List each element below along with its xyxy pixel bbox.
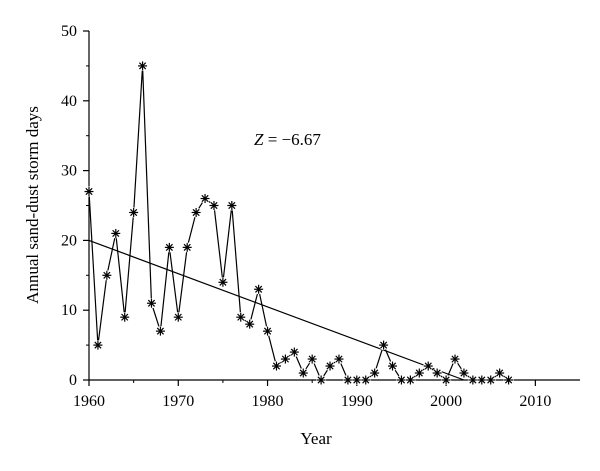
data-point [423,361,434,372]
data-point [494,368,505,379]
data-point [253,284,264,295]
x-tick-label: 1990 [341,393,373,410]
data-point [200,193,211,204]
y-tick-label: 0 [69,372,77,389]
x-ticks: 1960 1970 1980 1990 2000 2010 [73,380,551,410]
data-point [396,375,407,385]
x-tick-label: 1980 [252,393,284,410]
data-point [119,312,130,323]
trend-line [88,239,465,381]
z-value: = −6.67 [263,130,321,149]
data-point [360,375,371,385]
x-tick-label: 2010 [519,393,551,410]
x-tick-label: 1960 [73,393,105,410]
data-point [369,368,380,379]
y-tick-label: 20 [61,232,77,249]
data-point [191,207,202,218]
data-point [182,242,193,253]
data-point [289,347,300,358]
data-point [503,375,514,385]
data-point [458,368,469,379]
data-point [235,312,246,323]
data-point [485,375,496,385]
data-point [387,361,398,372]
y-ticks: 0 10 20 30 40 50 [61,23,89,389]
data-point [84,186,94,197]
data-point [405,375,416,385]
data-point [92,340,103,351]
y-tick-label: 40 [61,93,77,110]
data-point [325,361,336,372]
data-point [316,375,327,385]
y-axis-label: Annual sand-dust storm days [23,106,42,304]
data-point [467,375,478,385]
data-point [101,270,112,281]
data-point [271,361,282,372]
data-point [226,200,237,211]
series-markers [84,60,514,385]
data-point [164,242,175,253]
data-point [280,354,291,365]
data-point [476,375,487,385]
data-point [244,319,255,330]
data-point [432,368,443,379]
data-point [342,375,353,385]
data-point [307,354,318,365]
data-point [155,326,166,337]
data-point [262,326,273,337]
x-tick-label: 2000 [430,393,462,410]
data-point [351,375,362,385]
data-point [298,368,309,379]
data-point [217,277,228,288]
data-point [450,354,461,365]
y-tick-label: 10 [61,302,77,319]
data-point [173,312,184,323]
data-point [208,200,219,211]
data-point [146,298,157,309]
data-point [128,207,139,218]
z-symbol: Z [254,130,264,149]
y-tick-label: 50 [61,23,77,40]
data-point [137,60,148,71]
data-point [441,375,452,385]
data-point [110,228,121,239]
x-axis-label: Year [300,429,332,448]
data-point [378,340,389,351]
series-line [88,65,509,382]
z-statistic-annotation: Z = −6.67 [254,130,321,149]
data-point [414,368,425,379]
data-point [333,354,344,365]
y-tick-label: 30 [61,163,77,180]
x-tick-label: 1970 [162,393,194,410]
